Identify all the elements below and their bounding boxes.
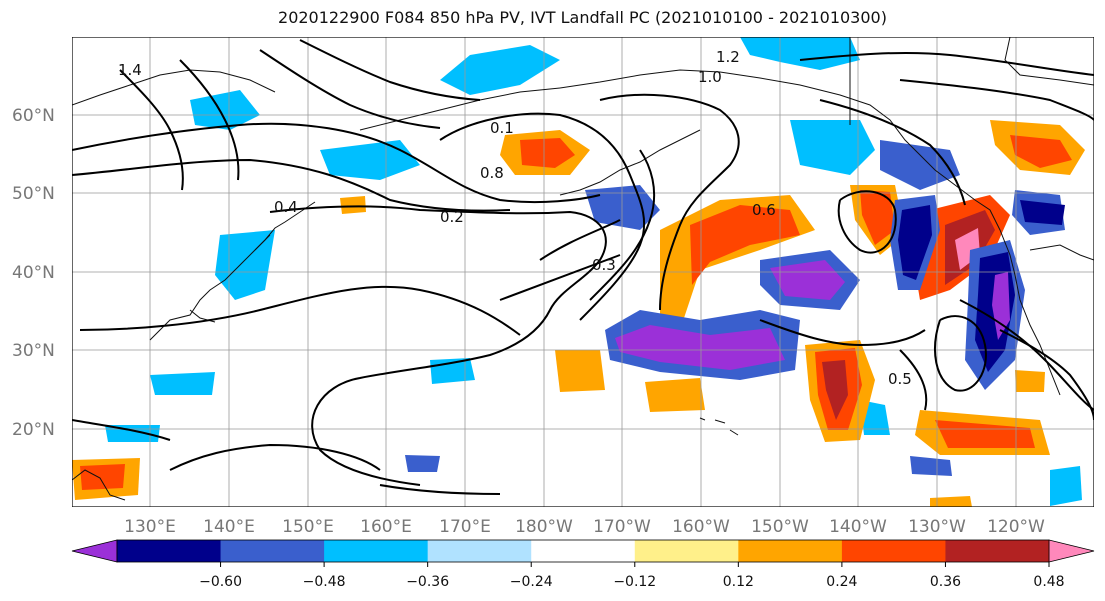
lat-label: 40°N: [12, 263, 55, 283]
longitude-labels: 130°E 140°E 150°E 160°E 170°E 180°W 170°…: [124, 517, 1045, 537]
colorbar-segment: [634, 540, 739, 562]
lon-label: 140°E: [203, 517, 255, 537]
colorbar-segment: [841, 540, 946, 562]
lat-label: 20°N: [12, 420, 55, 440]
contour-label: 0.4: [274, 198, 298, 216]
colorbar: −0.60 −0.48 −0.36 −0.24 −0.12 0.12 0.24 0.36 0.4…: [71, 539, 1095, 590]
lon-label: 160°E: [360, 517, 412, 537]
coastlines: [72, 37, 1094, 501]
colorbar-segment: [324, 540, 429, 562]
colorbar-tick-label: 0.48: [1033, 574, 1064, 590]
colorbar-right-arrow: [1048, 539, 1095, 563]
lon-label: 150°W: [751, 517, 809, 537]
contour-label: 0.3: [592, 256, 616, 274]
contour-label: 0.5: [888, 370, 912, 388]
colorbar-tick-label: −0.36: [406, 574, 449, 590]
contour-label: 0.6: [752, 201, 776, 219]
anomaly-negative-gulf-of-alaska: [740, 37, 860, 70]
colorbar-segment: [220, 540, 325, 562]
graticule: [72, 37, 1094, 507]
colorbar-segment: [945, 540, 1050, 562]
colorbar-tick-label: −0.12: [613, 574, 656, 590]
lat-label: 50°N: [12, 184, 55, 204]
contour-label: 0.2: [440, 208, 464, 226]
colorbar-tick-label: −0.24: [510, 574, 553, 590]
colorbar-segment: [531, 540, 636, 562]
lon-label: 120°W: [987, 517, 1045, 537]
lon-label: 170°E: [439, 517, 491, 537]
colorbar-tick-label: 0.36: [930, 574, 961, 590]
lon-label: 140°W: [829, 517, 887, 537]
latitude-labels: 60°N 50°N 40°N 30°N 20°N: [12, 106, 55, 440]
colorbar-tick-label: −0.48: [303, 574, 346, 590]
pv-contours: [72, 39, 1094, 495]
lon-label: 180°W: [515, 517, 573, 537]
colorbar-segment: [738, 540, 843, 562]
colorbar-segment: [117, 540, 222, 562]
colorbar-tick-label: 0.12: [723, 574, 754, 590]
lat-label: 30°N: [12, 341, 55, 361]
colorbar-left-arrow: [71, 539, 118, 563]
contour-label: 1.2: [716, 48, 740, 66]
lon-label: 170°W: [593, 517, 651, 537]
colorbar-tick-label: 0.24: [826, 574, 857, 590]
colorbar-tick-label: −0.60: [199, 574, 242, 590]
lon-label: 130°E: [124, 517, 176, 537]
contour-label: 0.1: [490, 119, 514, 137]
lat-label: 60°N: [12, 106, 55, 126]
map-plot-area: 1.4 1.2 1.0 0.8 0.6 0.4 0.3 0.2 0.1 0.5: [72, 37, 1094, 507]
contour-label-group: 1.4 1.2 1.0 0.8 0.6 0.4 0.3 0.2 0.1 0.5: [118, 48, 912, 388]
contour-label: 0.8: [480, 164, 504, 182]
colorbar-segment: [427, 540, 532, 562]
map-title: 2020122900 F084 850 hPa PV, IVT Landfall…: [278, 8, 887, 27]
contour-label: 1.4: [118, 61, 142, 79]
lon-label: 160°W: [672, 517, 730, 537]
lon-label: 150°E: [282, 517, 334, 537]
lon-label: 130°W: [908, 517, 966, 537]
contour-label: 1.0: [698, 68, 722, 86]
